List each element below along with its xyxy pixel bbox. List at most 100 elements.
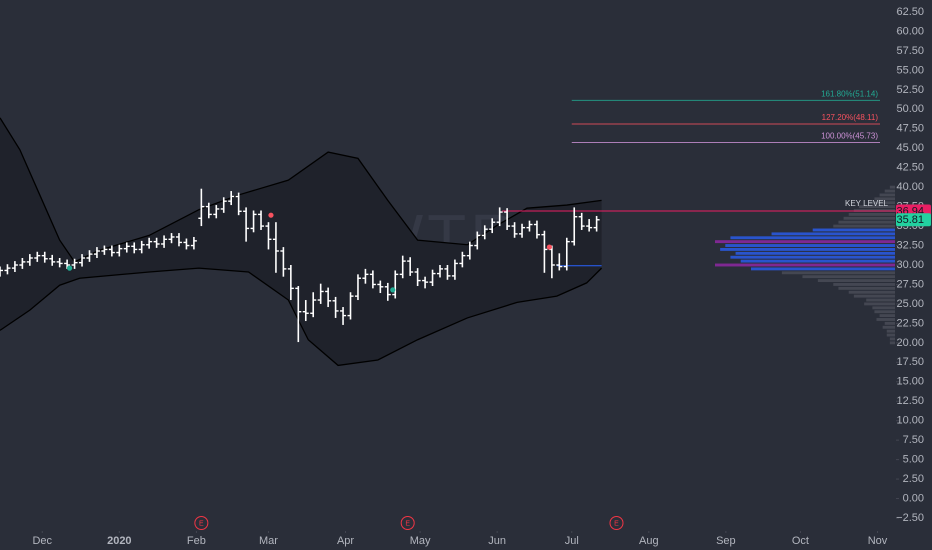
y-tick-label: 0.00 bbox=[903, 492, 924, 504]
band-line bbox=[0, 267, 603, 367]
ohlc-bar bbox=[205, 202, 212, 219]
ohlc-bar bbox=[526, 220, 533, 232]
ohlc-bar bbox=[489, 218, 496, 234]
ohlc-bar bbox=[108, 245, 115, 257]
ohlc-bar bbox=[504, 208, 511, 230]
volume-profile-row bbox=[884, 189, 895, 193]
earnings-label: E bbox=[199, 520, 204, 527]
ohlc-bar bbox=[250, 210, 257, 233]
y-tick-label: 2.50 bbox=[903, 473, 924, 485]
y-tick-label: 22.50 bbox=[896, 317, 924, 329]
ohlc-bar bbox=[519, 223, 526, 238]
ohlc-bar bbox=[146, 237, 153, 249]
ohlc-bar bbox=[131, 242, 138, 254]
y-tick-label: 55.00 bbox=[896, 64, 924, 76]
ohlc-bar bbox=[556, 253, 563, 271]
band-line bbox=[0, 117, 602, 263]
y-tick-label: 20.00 bbox=[896, 337, 924, 349]
volume-profile-row bbox=[751, 267, 895, 271]
ohlc-bar bbox=[168, 233, 175, 244]
ohlc-bar bbox=[213, 205, 220, 219]
earnings-label: E bbox=[405, 520, 410, 527]
x-tick-label: Mar bbox=[259, 535, 278, 547]
y-tick-label: 15.00 bbox=[896, 376, 924, 388]
volume-profile-row bbox=[771, 232, 895, 236]
volume-profile-row bbox=[715, 240, 895, 244]
volume-profile-row bbox=[866, 298, 895, 302]
ohlc-bar bbox=[302, 300, 309, 322]
earnings-marker bbox=[609, 516, 624, 530]
ohlc-bar bbox=[325, 287, 332, 308]
ohlc-bar bbox=[64, 259, 71, 269]
ohlc-bar bbox=[26, 254, 33, 266]
ohlc-bar bbox=[287, 265, 294, 301]
ohlc-bar bbox=[533, 220, 540, 239]
y-tick-label: 62.50 bbox=[896, 6, 924, 18]
volume-profile-row bbox=[884, 321, 895, 325]
band-fill bbox=[0, 117, 602, 366]
x-tick-label: Nov bbox=[868, 535, 888, 547]
volume-profile-row bbox=[889, 341, 895, 345]
y-tick-label: 12.50 bbox=[896, 395, 924, 407]
ohlc-bar bbox=[414, 268, 421, 287]
volume-profile-row bbox=[848, 212, 895, 216]
x-tick-label: Jul bbox=[565, 535, 579, 547]
ohlc-bar bbox=[399, 255, 406, 279]
volume-profile-row bbox=[817, 279, 895, 283]
ohlc-bar bbox=[175, 233, 182, 247]
x-tick-label: Dec bbox=[32, 535, 52, 547]
ohlc-bar bbox=[354, 274, 361, 301]
ohlc-bar bbox=[153, 237, 160, 248]
y-tick-label: 50.00 bbox=[896, 103, 924, 115]
ohlc-bar bbox=[347, 292, 354, 320]
ohlc-bar bbox=[407, 257, 414, 276]
x-tick-label: Apr bbox=[337, 535, 354, 547]
ohlc-bar bbox=[198, 188, 205, 227]
volume-profile-row bbox=[848, 290, 895, 294]
signal-dot bbox=[546, 244, 552, 250]
volume-profile-row bbox=[843, 216, 895, 220]
last-price-tag-label: 35.81 bbox=[896, 214, 924, 226]
ohlc-bar bbox=[563, 237, 570, 271]
ohlc-bar bbox=[190, 236, 197, 250]
signal-dot bbox=[390, 287, 396, 293]
earnings-marker bbox=[400, 516, 415, 530]
volume-profile-row bbox=[838, 220, 895, 224]
earnings-label: E bbox=[614, 520, 619, 527]
volume-profile-row bbox=[872, 306, 895, 310]
volume-profile-row bbox=[859, 205, 895, 209]
ohlc-bar bbox=[295, 286, 302, 343]
y-tick-label: 52.50 bbox=[896, 84, 924, 96]
ohlc-bar bbox=[429, 269, 436, 287]
y-tick-label: 5.00 bbox=[903, 454, 924, 466]
ohlc-bar bbox=[116, 244, 123, 257]
ohlc-bar bbox=[138, 240, 145, 254]
signal-dot bbox=[268, 212, 274, 218]
fib-label: 100.00%(45.73) bbox=[821, 132, 878, 141]
y-tick-label: 25.00 bbox=[896, 298, 924, 310]
volume-profile-row bbox=[740, 259, 895, 263]
ohlc-bar bbox=[392, 270, 399, 299]
ohlc-bar bbox=[0, 266, 3, 277]
volume-profile-row bbox=[886, 333, 895, 337]
ohlc-bar bbox=[377, 280, 384, 294]
ohlc-bar bbox=[340, 307, 347, 325]
ohlc-bar bbox=[317, 283, 324, 304]
ohlc-bar bbox=[280, 247, 287, 277]
ohlc-bar bbox=[369, 270, 376, 289]
volume-profile-row bbox=[725, 244, 895, 247]
x-tick-label: May bbox=[410, 535, 431, 547]
volume-profile-row bbox=[874, 310, 895, 314]
fib-label: 161.80%(51.14) bbox=[821, 90, 878, 99]
y-tick-label: 40.00 bbox=[896, 181, 924, 193]
y-tick-label: 60.00 bbox=[896, 25, 924, 37]
volume-profile-row bbox=[715, 263, 895, 267]
ohlc-bar bbox=[19, 257, 26, 269]
ohlc-bar bbox=[258, 210, 265, 230]
ohlc-bar bbox=[586, 219, 593, 232]
ohlc-bar bbox=[578, 212, 585, 230]
ohlc-bar bbox=[161, 235, 168, 248]
ohlc-bar bbox=[265, 222, 272, 250]
ohlc-bar bbox=[496, 207, 503, 227]
